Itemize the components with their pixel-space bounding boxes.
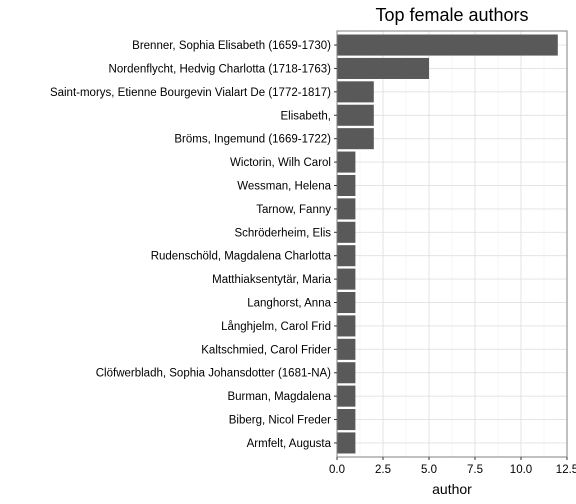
category-label: Rudenschöld, Magdalena Charlotta: [151, 251, 332, 263]
bar: [337, 268, 356, 290]
bar: [337, 128, 374, 150]
x-tick-label: 12.5: [556, 464, 576, 476]
x-tick-label: 2.5: [375, 464, 391, 476]
bar: [337, 57, 429, 79]
category-label: Biberg, Nicol Freder: [229, 415, 331, 427]
bar: [337, 151, 356, 173]
category-label: Schröderheim, Elis: [234, 227, 331, 239]
bar: [337, 81, 374, 103]
category-label: Wictorin, Wilh Carol: [230, 157, 331, 169]
bars: [337, 34, 558, 454]
bar: [337, 362, 356, 384]
bar: [337, 291, 356, 314]
x-axis-ticks: 0.0 2.5 5.0 7.5 10.0 12.5: [329, 457, 576, 476]
category-label: Burman, Magdalena: [227, 391, 331, 403]
bar: [337, 385, 356, 407]
category-label: Clöfwerbladh, Sophia Johansdotter (1681-…: [96, 368, 331, 380]
bar: [337, 104, 374, 126]
bar: [337, 174, 356, 197]
bar: [337, 34, 558, 56]
plot-panel-border: [336, 30, 568, 458]
bar: [337, 432, 356, 454]
category-label: Elisabeth,: [280, 110, 331, 122]
category-label: Saint-morys, Etienne Bourgevin Vialart D…: [50, 87, 331, 99]
x-axis-title: author: [432, 481, 472, 497]
bar: [337, 338, 356, 360]
category-label: Brenner, Sophia Elisabeth (1659-1730): [132, 40, 331, 52]
bar: [337, 245, 356, 267]
category-label: Wessman, Helena: [237, 180, 331, 192]
category-label: Langhorst, Anna: [247, 298, 331, 310]
category-label: Nordenflycht, Hedvig Charlotta (1718-176…: [109, 63, 332, 75]
chart-title: Top female authors: [375, 5, 528, 25]
bar: [337, 198, 356, 220]
x-tick-label: 0.0: [329, 464, 345, 476]
category-labels: Brenner, Sophia Elisabeth (1659-1730) Nor…: [50, 40, 337, 450]
category-label: Bröms, Ingemund (1669-1722): [174, 134, 331, 146]
category-label: Långhjelm, Carol Frid: [221, 321, 331, 333]
x-tick-label: 7.5: [467, 464, 483, 476]
category-label: Matthiaksentytär, Maria: [212, 274, 331, 286]
bar: [337, 315, 356, 337]
bar: [337, 221, 356, 243]
category-label: Armfelt, Augusta: [247, 438, 332, 450]
x-tick-label: 10.0: [510, 464, 532, 476]
x-tick-label: 5.0: [421, 464, 437, 476]
bar: [337, 409, 356, 431]
category-label: Kaltschmied, Carol Frider: [201, 344, 331, 356]
category-label: Tarnow, Fanny: [256, 204, 331, 216]
